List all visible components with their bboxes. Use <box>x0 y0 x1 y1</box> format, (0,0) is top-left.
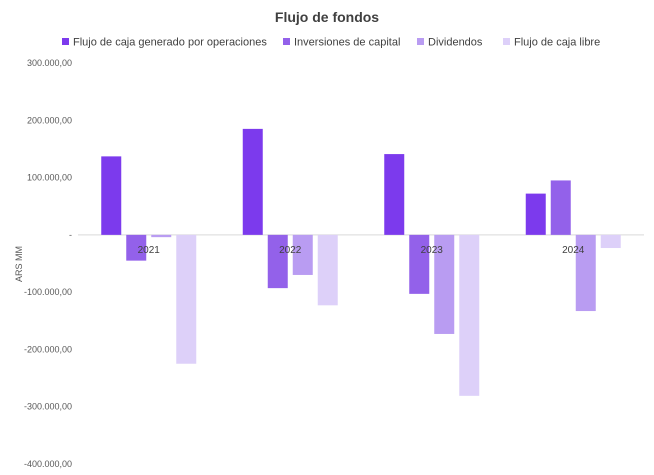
y-tick-label: -100.000,00 <box>24 287 72 297</box>
bar-2023-series-4 <box>459 234 480 396</box>
y-tick-label: -300.000,00 <box>24 402 72 412</box>
x-axis-categories: 2021 2022 2023 2024 <box>138 245 585 256</box>
legend-swatch <box>62 38 69 45</box>
legend: Flujo de caja generado por operaciones In… <box>62 37 600 49</box>
legend-swatch <box>417 38 424 45</box>
bar-2023-series-1 <box>384 154 405 235</box>
bar-2022-series-2 <box>267 234 288 289</box>
category-label: 2024 <box>562 245 585 256</box>
bar-2021-series-3 <box>151 234 172 238</box>
bar-2022-series-3 <box>292 234 313 275</box>
y-tick-label: -400.000,00 <box>24 459 72 469</box>
bars <box>101 128 621 396</box>
bar-2022-series-1 <box>242 128 263 235</box>
y-tick-label: 100.000,00 <box>27 173 72 183</box>
legend-label: Flujo de caja generado por operaciones <box>73 37 267 49</box>
bar-2022-series-4 <box>317 234 338 306</box>
category-label: 2022 <box>279 245 302 256</box>
y-tick-label: - <box>69 230 72 240</box>
category-label: 2023 <box>421 245 444 256</box>
y-axis-title: ARS MM <box>14 246 24 282</box>
y-tick-label: 200.000,00 <box>27 115 72 125</box>
y-tick-label: -200.000,00 <box>24 344 72 354</box>
legend-label: Inversiones de capital <box>294 37 400 49</box>
bar-2024-series-2 <box>550 180 571 235</box>
legend-swatch <box>503 38 510 45</box>
bar-2024-series-1 <box>525 193 546 235</box>
category-label: 2021 <box>138 245 161 256</box>
bar-2024-series-3 <box>575 234 596 312</box>
y-axis: 300.000,00 200.000,00 100.000,00 - -100.000,… <box>24 58 72 469</box>
bar-2021-series-4 <box>176 234 197 364</box>
bar-2023-series-3 <box>434 234 455 334</box>
legend-label: Dividendos <box>428 37 483 49</box>
y-tick-label: 300.000,00 <box>27 58 72 68</box>
bar-2021-series-1 <box>101 156 122 235</box>
chart-title: Flujo de fondos <box>275 9 379 25</box>
legend-swatch <box>283 38 290 45</box>
bar-2024-series-4 <box>600 234 621 249</box>
bar-2021-series-2 <box>126 234 147 261</box>
bar-2023-series-2 <box>409 234 430 294</box>
legend-label: Flujo de caja libre <box>514 37 600 49</box>
